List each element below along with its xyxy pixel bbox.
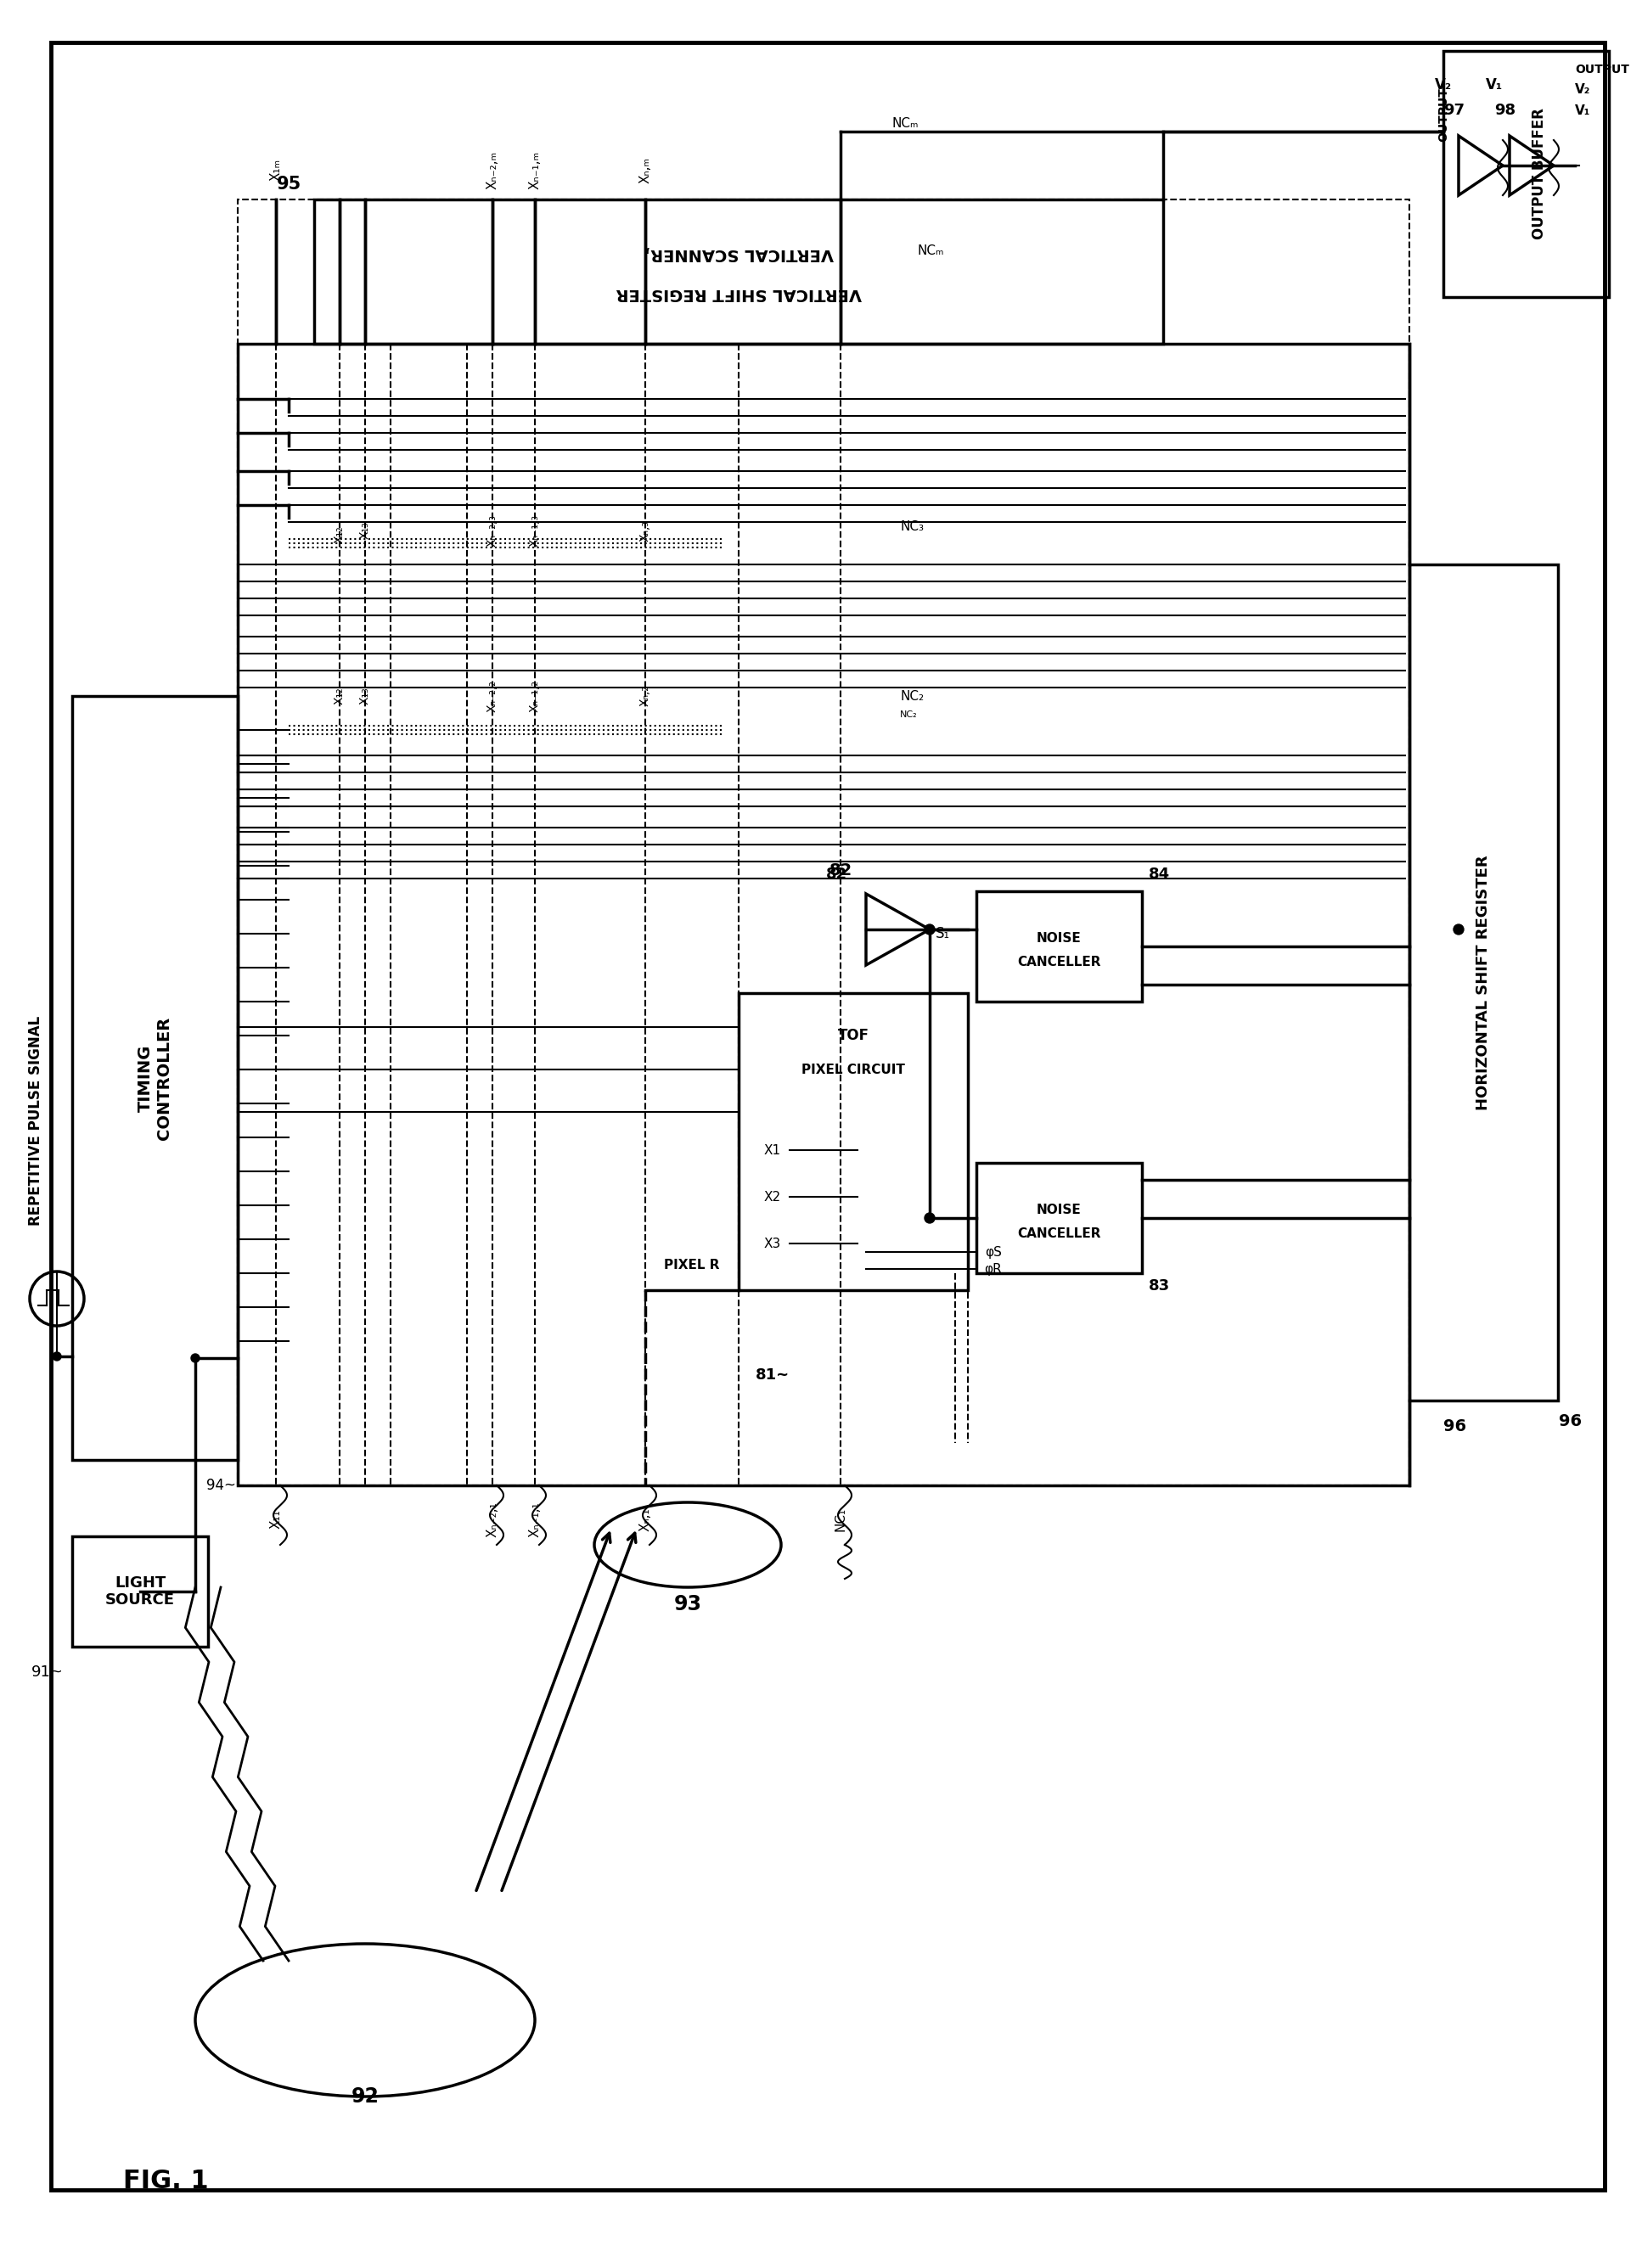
- Text: 81~: 81~: [755, 1368, 790, 1383]
- Text: X₁₂: X₁₂: [333, 687, 345, 705]
- Text: REPETITIVE PULSE SIGNAL: REPETITIVE PULSE SIGNAL: [28, 1016, 43, 1225]
- Text: X₁₁: X₁₁: [269, 1510, 282, 1529]
- Text: 98: 98: [1494, 102, 1516, 118]
- Bar: [72, 696, 238, 1461]
- Bar: [739, 993, 967, 1290]
- Bar: [977, 891, 1141, 1002]
- Text: NCₘ: NCₘ: [892, 116, 918, 129]
- Text: 96: 96: [1560, 1413, 1583, 1429]
- Circle shape: [190, 1354, 200, 1363]
- Text: Xₙ,₃: Xₙ,₃: [639, 519, 652, 542]
- Text: X₁₃: X₁₃: [360, 687, 371, 705]
- Text: TIMING
CONTROLLER: TIMING CONTROLLER: [138, 1016, 172, 1139]
- Text: V₁: V₁: [1486, 77, 1502, 93]
- Text: Xₙ,₁: Xₙ,₁: [639, 1508, 652, 1531]
- Circle shape: [1453, 925, 1463, 934]
- Text: LIGHT
SOURCE: LIGHT SOURCE: [105, 1574, 176, 1608]
- Bar: [238, 345, 1409, 1486]
- Text: 93: 93: [673, 1594, 701, 1615]
- Text: CANCELLER: CANCELLER: [1018, 1227, 1102, 1241]
- Text: V₁: V₁: [1575, 104, 1591, 116]
- Circle shape: [53, 1352, 61, 1361]
- Text: PIXEL R: PIXEL R: [663, 1259, 719, 1270]
- Text: Xₙ₋₁,₃: Xₙ₋₁,₃: [529, 515, 540, 547]
- Text: NC₁: NC₁: [834, 1508, 847, 1531]
- Text: 83: 83: [1149, 1279, 1171, 1293]
- Text: 91~: 91~: [31, 1665, 64, 1681]
- Text: 84: 84: [1149, 866, 1171, 882]
- Text: V₂: V₂: [1575, 82, 1591, 95]
- Text: 96: 96: [1443, 1418, 1466, 1433]
- Text: Xₙ₋₂,₂: Xₙ₋₂,₂: [486, 680, 499, 712]
- Text: X2: X2: [764, 1191, 782, 1204]
- Text: Xₙ₋₂,ₘ: Xₙ₋₂,ₘ: [486, 150, 499, 188]
- Text: X3: X3: [764, 1236, 782, 1250]
- Bar: [1409, 565, 1558, 1402]
- Text: φR: φR: [985, 1263, 1002, 1275]
- Text: 82: 82: [826, 866, 847, 882]
- Text: X1: X1: [764, 1143, 782, 1157]
- Text: Xₙ₋₂,₃: Xₙ₋₂,₃: [486, 515, 499, 547]
- Text: VERTICAL SCANNER,: VERTICAL SCANNER,: [644, 245, 834, 261]
- Text: 82: 82: [829, 862, 852, 878]
- Text: Xₙ,₂: Xₙ,₂: [639, 685, 652, 708]
- Text: X₁₂: X₁₂: [333, 526, 345, 544]
- Text: Xₙ,ₘ: Xₙ,ₘ: [639, 156, 652, 184]
- Text: Xₙ₋₂,₁: Xₙ₋₂,₁: [486, 1501, 499, 1538]
- Bar: [238, 200, 1409, 1486]
- Text: Xₙ₋₁,₁: Xₙ₋₁,₁: [529, 1501, 542, 1538]
- Text: VERTICAL SHIFT REGISTER: VERTICAL SHIFT REGISTER: [616, 286, 862, 302]
- Text: 95: 95: [276, 175, 302, 193]
- Text: OUTPUT: OUTPUT: [1575, 64, 1629, 75]
- Text: S₁: S₁: [936, 925, 949, 941]
- Bar: [1443, 50, 1609, 297]
- Text: X₁ₘ: X₁ₘ: [269, 159, 282, 181]
- Text: FIG. 1: FIG. 1: [123, 2168, 209, 2193]
- Text: OUTPUT: OUTPUT: [1437, 88, 1450, 141]
- Bar: [977, 1163, 1141, 1272]
- Text: NC₃: NC₃: [900, 519, 924, 533]
- Text: HORIZONTAL SHIFT REGISTER: HORIZONTAL SHIFT REGISTER: [1476, 855, 1491, 1109]
- Bar: [314, 200, 1163, 345]
- Circle shape: [924, 1213, 934, 1222]
- Text: 94~: 94~: [205, 1479, 235, 1492]
- Text: Xₙ₋₁,ₘ: Xₙ₋₁,ₘ: [529, 150, 542, 188]
- Text: 97: 97: [1443, 102, 1465, 118]
- Text: PIXEL CIRCUIT: PIXEL CIRCUIT: [801, 1064, 905, 1075]
- Text: TOF: TOF: [837, 1027, 869, 1043]
- Text: NC₂: NC₂: [900, 689, 924, 703]
- Text: φS: φS: [985, 1245, 1002, 1259]
- Text: NC₂: NC₂: [900, 710, 918, 719]
- Text: CANCELLER: CANCELLER: [1018, 955, 1102, 968]
- Text: V₂: V₂: [1435, 77, 1452, 93]
- Text: NCₘ: NCₘ: [916, 245, 944, 256]
- Text: NOISE: NOISE: [1036, 1204, 1082, 1216]
- Circle shape: [924, 925, 934, 934]
- Bar: [72, 1535, 209, 1647]
- Text: X₁₃: X₁₃: [360, 522, 371, 540]
- Text: Xₙ₋₁,₂: Xₙ₋₁,₂: [529, 680, 540, 712]
- Text: NOISE: NOISE: [1036, 932, 1082, 943]
- Text: 92: 92: [351, 2087, 379, 2107]
- Text: OUTPUT BUFFER: OUTPUT BUFFER: [1532, 109, 1547, 240]
